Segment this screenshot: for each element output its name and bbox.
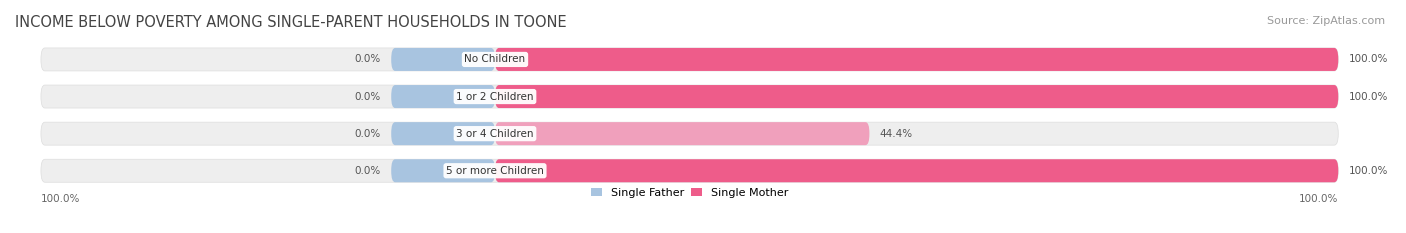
Text: 0.0%: 0.0% xyxy=(354,55,381,65)
FancyBboxPatch shape xyxy=(391,122,495,145)
FancyBboxPatch shape xyxy=(495,48,1339,71)
Text: 3 or 4 Children: 3 or 4 Children xyxy=(457,129,534,139)
Text: 5 or more Children: 5 or more Children xyxy=(446,166,544,176)
Text: 100.0%: 100.0% xyxy=(1348,92,1388,102)
FancyBboxPatch shape xyxy=(391,159,495,182)
Text: 100.0%: 100.0% xyxy=(1348,166,1388,176)
FancyBboxPatch shape xyxy=(41,159,1339,182)
Text: Source: ZipAtlas.com: Source: ZipAtlas.com xyxy=(1267,16,1385,26)
Text: 100.0%: 100.0% xyxy=(1299,194,1339,204)
FancyBboxPatch shape xyxy=(495,159,1339,182)
Legend: Single Father, Single Mother: Single Father, Single Mother xyxy=(586,183,793,202)
FancyBboxPatch shape xyxy=(391,48,495,71)
Text: No Children: No Children xyxy=(464,55,526,65)
FancyBboxPatch shape xyxy=(41,48,1339,71)
Text: 0.0%: 0.0% xyxy=(354,92,381,102)
Text: 0.0%: 0.0% xyxy=(354,166,381,176)
Text: 1 or 2 Children: 1 or 2 Children xyxy=(457,92,534,102)
FancyBboxPatch shape xyxy=(41,122,1339,145)
Text: INCOME BELOW POVERTY AMONG SINGLE-PARENT HOUSEHOLDS IN TOONE: INCOME BELOW POVERTY AMONG SINGLE-PARENT… xyxy=(15,15,567,30)
FancyBboxPatch shape xyxy=(495,85,1339,108)
FancyBboxPatch shape xyxy=(391,85,495,108)
Text: 100.0%: 100.0% xyxy=(41,194,80,204)
Text: 0.0%: 0.0% xyxy=(354,129,381,139)
FancyBboxPatch shape xyxy=(495,122,869,145)
FancyBboxPatch shape xyxy=(41,85,1339,108)
Text: 100.0%: 100.0% xyxy=(1348,55,1388,65)
Text: 44.4%: 44.4% xyxy=(880,129,912,139)
